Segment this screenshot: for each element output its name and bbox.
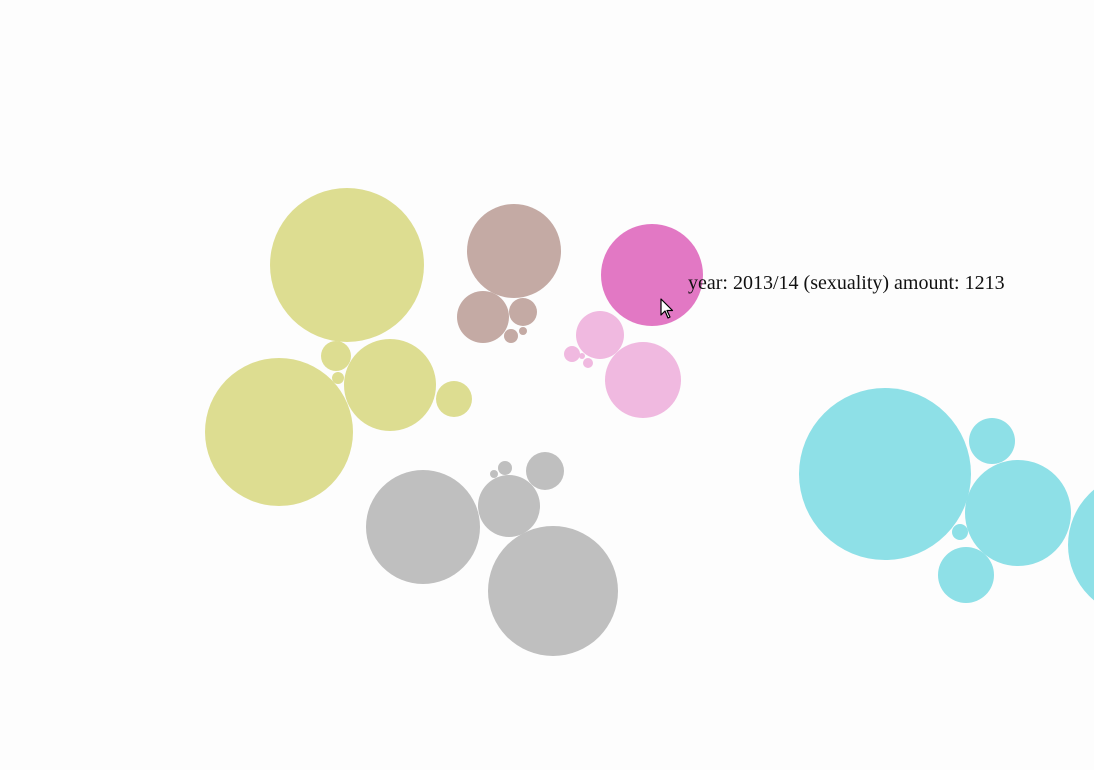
bubble-olive-1[interactable] — [205, 358, 353, 506]
bubble-light-pink-4[interactable] — [579, 353, 585, 359]
bubble-taupe-2[interactable] — [509, 298, 537, 326]
bubble-light-pink-0[interactable] — [605, 342, 681, 418]
bubble-grey-5[interactable] — [490, 470, 498, 478]
bubble-light-pink-3[interactable] — [583, 358, 593, 368]
bubble-olive-5[interactable] — [332, 372, 344, 384]
bubble-group-taupe — [457, 204, 561, 343]
bubble-grey-1[interactable] — [366, 470, 480, 584]
bubble-group-cyan — [799, 388, 1094, 617]
bubble-taupe-0[interactable] — [467, 204, 561, 298]
bubble-grey-4[interactable] — [498, 461, 512, 475]
bubble-magenta-0[interactable] — [601, 224, 703, 326]
bubble-cyan-3[interactable] — [938, 547, 994, 603]
bubble-group-grey — [366, 452, 618, 656]
bubble-olive-4[interactable] — [321, 341, 351, 371]
bubble-cyan-5[interactable] — [952, 524, 968, 540]
bubble-light-pink-1[interactable] — [576, 311, 624, 359]
bubble-taupe-1[interactable] — [457, 291, 509, 343]
bubble-cyan-1[interactable] — [965, 460, 1071, 566]
bubble-group-olive — [205, 188, 472, 506]
bubble-olive-0[interactable] — [270, 188, 424, 342]
bubble-olive-3[interactable] — [436, 381, 472, 417]
bubble-olive-2[interactable] — [344, 339, 436, 431]
bubble-cyan-4[interactable] — [969, 418, 1015, 464]
bubble-group-magenta — [601, 224, 703, 326]
bubble-light-pink-2[interactable] — [564, 346, 580, 362]
bubble-taupe-3[interactable] — [504, 329, 518, 343]
bubble-taupe-4[interactable] — [519, 327, 527, 335]
bubble-grey-0[interactable] — [488, 526, 618, 656]
bubble-cyan-0[interactable] — [799, 388, 971, 560]
bubble-grey-3[interactable] — [526, 452, 564, 490]
bubble-grey-2[interactable] — [478, 475, 540, 537]
bubble-group-light-pink — [564, 311, 681, 418]
bubble-cyan-2[interactable] — [1068, 473, 1094, 617]
